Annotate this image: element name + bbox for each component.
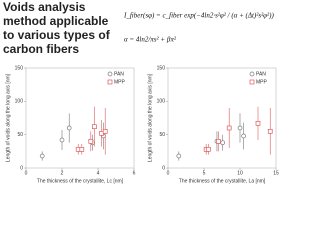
y-tick-label: 0	[162, 165, 165, 171]
plot-frame	[167, 67, 277, 169]
y-tick-label: 50	[17, 132, 23, 138]
point	[237, 125, 243, 131]
y-tick-label: 50	[159, 132, 165, 138]
point	[176, 153, 182, 159]
y-axis-label: Length of voids along the long axis [nm]	[147, 73, 153, 162]
title-line: carbon fibers	[3, 42, 79, 56]
title-line: method applicable	[3, 14, 109, 28]
x-axis-label: The thickness of the crystallite, Lc [nm…	[37, 178, 124, 184]
point	[39, 153, 45, 159]
legend-label: MPP	[114, 79, 126, 85]
point	[59, 137, 65, 143]
y-tick-label: 100	[157, 99, 166, 105]
y-tick-label: 150	[15, 65, 24, 71]
x-tick-label: 0	[167, 170, 170, 176]
y-tick-label: 0	[20, 165, 23, 171]
point	[79, 146, 85, 152]
point	[216, 138, 221, 144]
x-tick-label: 15	[273, 170, 279, 176]
graphical-abstract: Voids analysis method applicable to vari…	[3, 0, 279, 184]
y-axis-label: Length of voids along the long axis [nm]	[5, 73, 11, 162]
legend-marker	[249, 79, 255, 85]
point	[220, 140, 226, 146]
legend-marker	[249, 71, 255, 77]
point	[66, 125, 72, 131]
legend-label: MPP	[256, 79, 268, 85]
title-line: to various types of	[3, 28, 111, 42]
legend-marker	[107, 79, 113, 85]
point	[226, 125, 232, 131]
plot-frame	[25, 67, 135, 169]
legend-label: PAN	[114, 71, 124, 77]
x-tick-label: 0	[25, 170, 28, 176]
equation: α = 4ln2/πs² + βπ²	[124, 36, 177, 44]
point	[267, 128, 273, 134]
x-tick-label: 5	[203, 170, 206, 176]
equation: I_fiber(sφ) = c_fiber exp(−4ln2·s²φ² / (…	[123, 12, 274, 20]
x-tick-label: 2	[61, 170, 64, 176]
x-tick-label: 4	[97, 170, 100, 176]
point	[205, 146, 211, 152]
legend-label: PAN	[256, 71, 266, 77]
point	[102, 128, 108, 134]
point	[241, 133, 246, 139]
title-line: Voids analysis	[3, 0, 86, 14]
legend-marker	[107, 71, 113, 77]
x-axis-label: The thickness of the crystallite, La [nm…	[179, 178, 266, 184]
point	[255, 120, 261, 126]
y-tick-label: 100	[15, 99, 24, 105]
y-tick-label: 150	[157, 65, 166, 71]
point	[92, 124, 97, 130]
x-tick-label: 6	[133, 170, 136, 176]
x-tick-label: 10	[237, 170, 243, 176]
point	[88, 138, 94, 144]
